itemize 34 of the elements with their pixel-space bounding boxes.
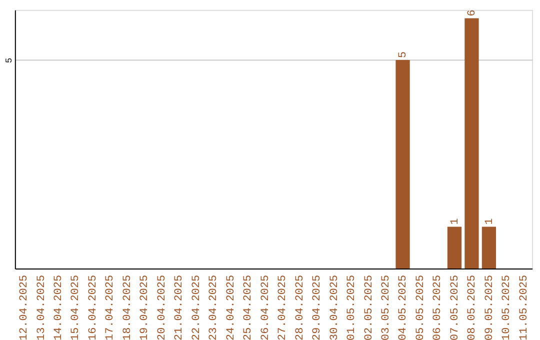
x-tick-label: 23.04.2025 — [208, 274, 220, 340]
x-tick-label: 01.05.2025 — [346, 274, 358, 340]
x-tick-label: 10.05.2025 — [501, 274, 514, 340]
x-tick-label: 24.04.2025 — [225, 274, 238, 340]
x-tick-label: 15.04.2025 — [70, 274, 82, 340]
x-tick-label: 03.05.2025 — [380, 274, 393, 340]
x-tick-label: 02.05.2025 — [363, 274, 376, 340]
x-tick-label: 13.04.2025 — [36, 274, 48, 340]
x-tick-label: 17.04.2025 — [104, 274, 117, 340]
x-tick-label: 21.04.2025 — [174, 274, 186, 340]
data-label: 1 — [484, 218, 496, 225]
x-tick-label: 25.04.2025 — [242, 274, 255, 340]
x-tick-label: 07.05.2025 — [449, 274, 462, 340]
x-tick-label: 14.04.2025 — [52, 274, 65, 340]
x-tick-label: 27.04.2025 — [277, 274, 290, 340]
x-tick-label: 20.04.2025 — [156, 274, 168, 340]
x-tick-label: 09.05.2025 — [484, 274, 496, 340]
x-tick-label: 18.04.2025 — [122, 274, 134, 340]
data-label: 5 — [398, 51, 410, 58]
x-tick-label: 08.05.2025 — [466, 274, 479, 340]
x-tick-label: 12.04.2025 — [18, 274, 31, 340]
x-tick-label: 26.04.2025 — [260, 274, 272, 340]
x-tick-label: 06.05.2025 — [432, 274, 444, 340]
x-tick-label: 29.04.2025 — [312, 274, 324, 340]
x-tick-label: 22.04.2025 — [190, 274, 203, 340]
x-tick-label: 28.04.2025 — [294, 274, 306, 340]
x-tick-label: 19.04.2025 — [139, 274, 152, 340]
data-label: 1 — [449, 218, 462, 225]
x-tick-label: 16.04.2025 — [87, 274, 100, 340]
x-tick-label: 05.05.2025 — [414, 274, 427, 340]
x-tick-label: 11.05.2025 — [518, 274, 530, 340]
data-label: 6 — [466, 10, 479, 16]
x-tick-label: 04.05.2025 — [398, 274, 410, 340]
x-tick-label: 30.04.2025 — [328, 274, 341, 340]
